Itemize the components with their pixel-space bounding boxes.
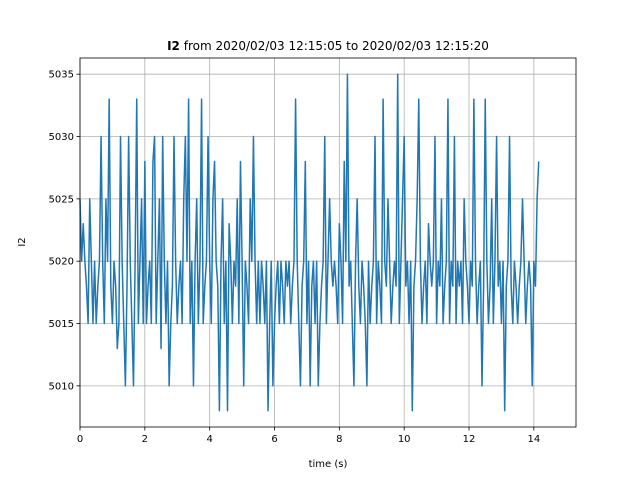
series-line [79,73,540,412]
x-axis: 0 2 4 6 8 10 12 14 [77,427,540,445]
chart-title-rest: from 2020/02/03 12:15:05 to 2020/02/03 1… [180,39,489,53]
chart-title-bold: I2 [167,39,180,53]
x-tick-label: 14 [527,434,540,445]
x-tick-label: 12 [463,434,476,445]
y-tick-label: 5030 [49,132,74,143]
y-tick-label: 5025 [49,194,74,205]
x-axis-label: time (s) [309,459,348,470]
chart-title: I2 from 2020/02/03 12:15:05 to 2020/02/0… [167,39,489,53]
x-tick-label: 4 [206,434,212,445]
x-tick-label: 10 [398,434,411,445]
y-axis: 5010 5015 5020 5025 5030 5035 [49,70,80,392]
y-tick-label: 5010 [49,381,74,392]
x-tick-label: 2 [142,434,148,445]
y-tick-label: 5020 [49,257,74,268]
y-tick-label: 5015 [49,319,74,330]
series-line-group [79,73,540,412]
y-tick-label: 5035 [49,70,74,81]
x-tick-label: 0 [77,434,83,445]
x-tick-label: 8 [336,434,342,445]
y-axis-label: I2 [17,237,28,246]
plot-frame [79,57,577,428]
x-tick-label: 6 [271,434,277,445]
